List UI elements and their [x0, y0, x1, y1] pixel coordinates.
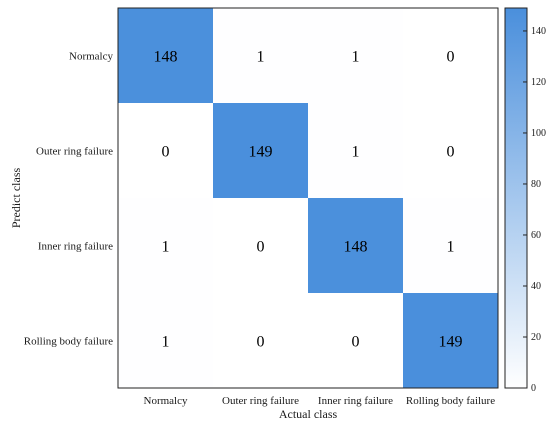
heatmap-cell — [403, 8, 498, 103]
cell-value-label: 148 — [344, 239, 368, 256]
cell-value-label: 1 — [162, 239, 170, 256]
x-tick-label: Normalcy — [144, 395, 188, 407]
cell-value-label: 0 — [257, 239, 265, 256]
cell-value-label: 0 — [447, 144, 455, 161]
colorbar-gradient — [504, 7, 528, 389]
y-tick-labels: Normalcy Outer ring failure Inner ring fai… — [24, 51, 114, 348]
heatmap-cell — [213, 8, 308, 103]
heatmap-cell — [308, 293, 403, 388]
y-tick-label: Normalcy — [69, 51, 113, 63]
x-tick-label: Rolling body failure — [406, 395, 495, 407]
colorbar-tick-label: 20 — [531, 332, 541, 343]
x-tick-label: Inner ring failure — [318, 395, 393, 407]
heatmap-cell — [403, 103, 498, 198]
cell-value-label: 148 — [154, 49, 178, 66]
cell-value-label: 0 — [447, 49, 455, 66]
x-axis-label: Actual class — [279, 407, 338, 421]
heatmap-cell — [118, 103, 213, 198]
colorbar-tick-label: 120 — [531, 77, 546, 88]
x-tick-labels: Normalcy Outer ring failure Inner ring fai… — [144, 395, 496, 407]
colorbar-tick-label: 40 — [531, 281, 541, 292]
colorbar-tick-label: 80 — [531, 179, 541, 190]
colorbar-tick-label: 0 — [531, 383, 536, 394]
cell-value-label: 1 — [257, 49, 265, 66]
y-tick-label: Inner ring failure — [38, 241, 113, 253]
heatmap-cell — [118, 198, 213, 293]
heatmap-cell — [213, 103, 308, 198]
cell-value-label: 1 — [162, 334, 170, 351]
cell-value-label: 0 — [162, 144, 170, 161]
heatmap-cell — [213, 198, 308, 293]
y-tick-label: Outer ring failure — [36, 146, 113, 158]
heatmap-cell — [118, 8, 213, 103]
colorbar-tick-label: 60 — [531, 230, 541, 241]
cell-value-label: 149 — [249, 144, 273, 161]
cell-value-label: 149 — [439, 334, 463, 351]
cell-value-label: 0 — [257, 334, 265, 351]
heatmap-cell — [213, 293, 308, 388]
heatmap-cell — [403, 198, 498, 293]
heatmap-cells: 148 1 1 0 0 149 1 0 1 0 148 1 1 0 0 149 — [118, 8, 498, 388]
y-axis-label: Predict class — [9, 168, 23, 229]
heatmap-cell — [118, 293, 213, 388]
colorbar-tick-label: 100 — [531, 128, 546, 139]
cell-value-label: 1 — [352, 144, 360, 161]
plot-frame — [117, 7, 499, 389]
cell-value-label: 0 — [352, 334, 360, 351]
heatmap-cell — [403, 293, 498, 388]
cell-value-label: 1 — [352, 49, 360, 66]
heatmap-cell — [308, 103, 403, 198]
plot-border — [117, 7, 499, 389]
colorbar: 0 20 40 60 80 100 120 140 — [504, 7, 546, 394]
colorbar-tick-label: 140 — [531, 26, 546, 37]
y-tick-label: Rolling body failure — [24, 336, 113, 348]
cell-value-label: 1 — [447, 239, 455, 256]
x-tick-label: Outer ring failure — [222, 395, 299, 407]
heatmap-cell — [308, 198, 403, 293]
heatmap-cell — [308, 8, 403, 103]
